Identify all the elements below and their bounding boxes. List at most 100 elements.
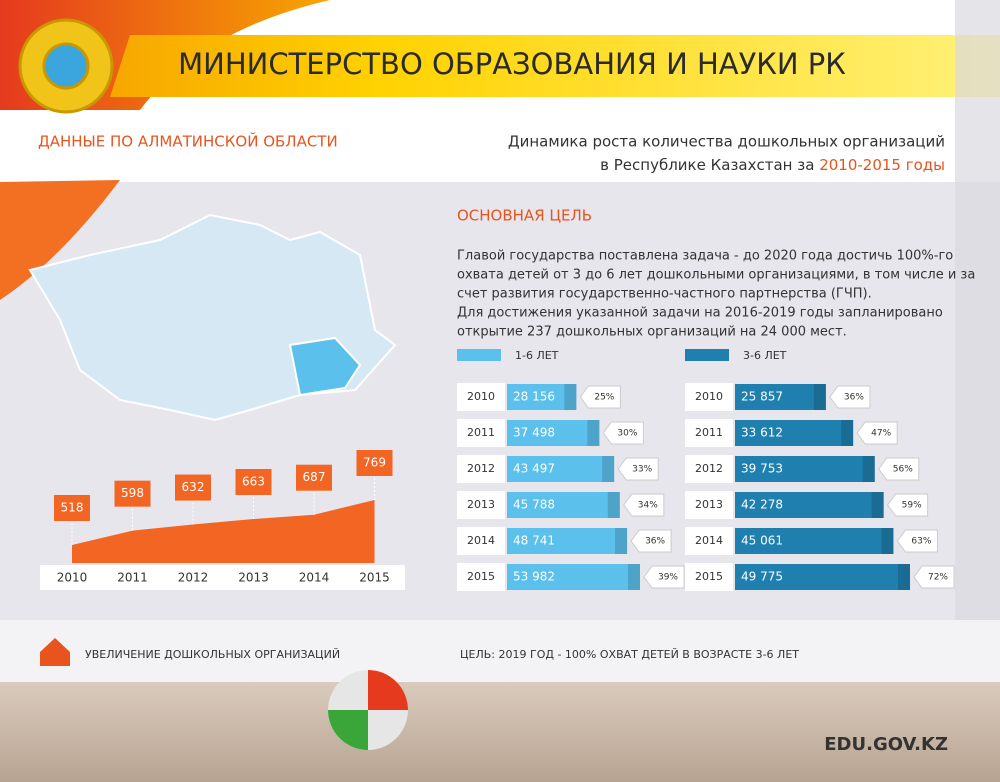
goal-title: ОСНОВНАЯ ЦЕЛЬ bbox=[457, 207, 592, 225]
category-label: 2010 bbox=[467, 390, 495, 403]
bar-tip bbox=[813, 384, 826, 410]
category-label: 2010 bbox=[695, 390, 723, 403]
year-box bbox=[457, 527, 505, 555]
bar bbox=[735, 420, 854, 446]
bar-tip bbox=[898, 564, 910, 590]
year-box bbox=[685, 419, 733, 447]
share-label: 63% bbox=[911, 537, 931, 547]
share-label: 56% bbox=[893, 465, 913, 475]
bar bbox=[507, 420, 600, 446]
year-box bbox=[457, 419, 505, 447]
category-label: 2015 bbox=[467, 570, 495, 583]
value-label: 518 bbox=[61, 501, 84, 515]
goal-line: Для достижения указанной задачи на 2016-… bbox=[457, 306, 943, 321]
dynamics-line: Динамика роста количества дошкольных орг… bbox=[508, 133, 945, 151]
year-box bbox=[685, 383, 733, 411]
share-tag bbox=[602, 421, 644, 445]
category-label: 2013 bbox=[695, 498, 723, 511]
legend-label: 3-6 ЛЕТ bbox=[743, 349, 787, 362]
value-label: 49 775 bbox=[741, 570, 783, 584]
share-tag bbox=[913, 565, 955, 589]
x-tick-label: 2011 bbox=[117, 571, 148, 585]
legend-label: 1-6 ЛЕТ bbox=[515, 349, 559, 362]
category-label: 2014 bbox=[467, 534, 495, 547]
category-label: 2011 bbox=[695, 426, 723, 439]
goal-line: открытие 237 дошкольных организаций на 2… bbox=[457, 325, 847, 340]
bar bbox=[735, 564, 910, 590]
dynamics-text: в Республике Казахстан за bbox=[600, 156, 819, 174]
bar-tip bbox=[871, 492, 884, 518]
bar-tip bbox=[628, 564, 640, 590]
ball-part bbox=[328, 710, 368, 750]
share-label: 34% bbox=[638, 501, 658, 511]
dynamics-line: в Республике Казахстан за 2010-2015 годы bbox=[600, 156, 945, 174]
value-label: 53 982 bbox=[513, 570, 555, 584]
value-label: 43 497 bbox=[513, 462, 555, 476]
year-box bbox=[457, 563, 505, 591]
bar bbox=[507, 384, 577, 410]
x-tick-label: 2010 bbox=[57, 571, 88, 585]
bar-tip bbox=[881, 528, 894, 554]
goal-text: Главой государства поставлена задача - д… bbox=[457, 249, 975, 340]
share-tag bbox=[579, 385, 621, 409]
value-label: 769 bbox=[363, 456, 386, 470]
value-label: 663 bbox=[242, 475, 265, 489]
value-label: 25 857 bbox=[741, 390, 783, 404]
year-box bbox=[457, 491, 505, 519]
banner bbox=[110, 35, 1000, 97]
year-box bbox=[685, 455, 733, 483]
x-tick-label: 2013 bbox=[238, 571, 269, 585]
dynamics-period: 2010-2015 годы bbox=[819, 156, 945, 174]
value-label: 28 156 bbox=[513, 390, 555, 404]
bar bbox=[507, 564, 640, 590]
value-label: 39 753 bbox=[741, 462, 783, 476]
bar bbox=[735, 384, 826, 410]
bar-tip bbox=[564, 384, 577, 410]
year-box bbox=[685, 563, 733, 591]
value-label: 33 612 bbox=[741, 426, 783, 440]
charts: 518 2010 598 2011 632 2012 663 2013 687 2014 769 20… bbox=[40, 349, 955, 591]
site: EDU.GOV.KZ bbox=[824, 734, 948, 755]
category-label: 2015 bbox=[695, 570, 723, 583]
year-box bbox=[685, 491, 733, 519]
share-tag bbox=[887, 493, 929, 517]
bar bbox=[735, 456, 875, 482]
value-box bbox=[356, 450, 393, 476]
value-box bbox=[296, 464, 332, 491]
share-label: 36% bbox=[645, 537, 665, 547]
share-tag bbox=[643, 565, 685, 589]
house-icon bbox=[40, 638, 70, 666]
year-box bbox=[685, 527, 733, 555]
map-almaty bbox=[288, 336, 362, 397]
floor bbox=[0, 682, 1000, 782]
share-tag bbox=[630, 529, 672, 553]
goal-line: охвата детей от 3 до 6 лет дошкольными о… bbox=[457, 268, 975, 283]
value-box bbox=[235, 469, 272, 496]
value-box bbox=[114, 480, 151, 507]
bar bbox=[507, 528, 628, 554]
footer-band bbox=[0, 620, 1000, 682]
share-label: 25% bbox=[594, 393, 614, 403]
year-box bbox=[457, 455, 505, 483]
emblem-center bbox=[42, 42, 90, 90]
value-label: 687 bbox=[303, 470, 326, 484]
share-label: 36% bbox=[844, 393, 864, 403]
share-tag bbox=[617, 457, 659, 481]
bar-tip bbox=[615, 528, 628, 554]
value-label: 598 bbox=[121, 486, 144, 500]
area bbox=[72, 500, 375, 563]
bar bbox=[735, 528, 894, 554]
value-label: 48 741 bbox=[513, 534, 555, 548]
value-label: 37 498 bbox=[513, 426, 555, 440]
bar bbox=[507, 492, 620, 518]
value-box bbox=[175, 474, 211, 501]
bar bbox=[507, 456, 615, 482]
year-box bbox=[457, 383, 505, 411]
bar-tip bbox=[602, 456, 615, 482]
bar bbox=[735, 492, 884, 518]
footer-right: ЦЕЛЬ: 2019 ГОД - 100% ОХВАТ ДЕТЕЙ В ВОЗР… bbox=[460, 648, 799, 661]
share-tag bbox=[623, 493, 665, 517]
share-tag bbox=[878, 457, 920, 481]
category-label: 2014 bbox=[695, 534, 723, 547]
